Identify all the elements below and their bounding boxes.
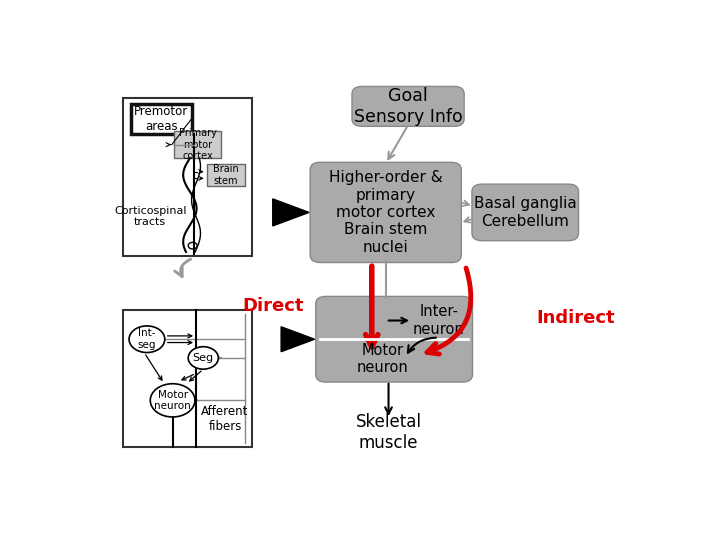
FancyBboxPatch shape: [131, 104, 192, 134]
Text: Higher-order &
primary
motor cortex
Brain stem
nuclei: Higher-order & primary motor cortex Brai…: [329, 170, 443, 255]
FancyArrowPatch shape: [408, 338, 436, 353]
FancyBboxPatch shape: [124, 98, 252, 256]
Text: Corticospinal
tracts: Corticospinal tracts: [114, 206, 186, 227]
Text: Goal
Sensory Info: Goal Sensory Info: [354, 87, 462, 126]
Text: Motor
neuron: Motor neuron: [357, 343, 409, 375]
Text: Brain
stem: Brain stem: [212, 164, 238, 186]
FancyBboxPatch shape: [310, 163, 462, 262]
FancyBboxPatch shape: [472, 184, 579, 241]
FancyArrowPatch shape: [175, 259, 191, 276]
Circle shape: [150, 384, 195, 417]
FancyBboxPatch shape: [207, 164, 245, 186]
Text: Premotor
areas: Premotor areas: [135, 105, 189, 133]
FancyBboxPatch shape: [174, 131, 222, 158]
Circle shape: [188, 347, 218, 369]
Text: Motor
neuron: Motor neuron: [154, 389, 191, 411]
Text: Primary
motor
cortex: Primary motor cortex: [179, 128, 217, 161]
Text: Direct: Direct: [242, 297, 304, 315]
Text: Basal ganglia
Cerebellum: Basal ganglia Cerebellum: [474, 196, 577, 228]
Text: Int-
seg: Int- seg: [138, 328, 156, 350]
FancyBboxPatch shape: [352, 86, 464, 126]
Polygon shape: [273, 199, 309, 226]
FancyBboxPatch shape: [315, 296, 472, 382]
Text: Afferent
fibers: Afferent fibers: [202, 405, 248, 433]
Text: Seg: Seg: [193, 353, 214, 363]
Text: Inter-
neuron: Inter- neuron: [413, 305, 464, 337]
Text: Indirect: Indirect: [536, 309, 615, 327]
Circle shape: [129, 326, 165, 353]
FancyArrowPatch shape: [427, 268, 471, 354]
Polygon shape: [281, 327, 315, 352]
Text: Skeletal
muscle: Skeletal muscle: [356, 414, 421, 452]
FancyBboxPatch shape: [124, 310, 252, 447]
